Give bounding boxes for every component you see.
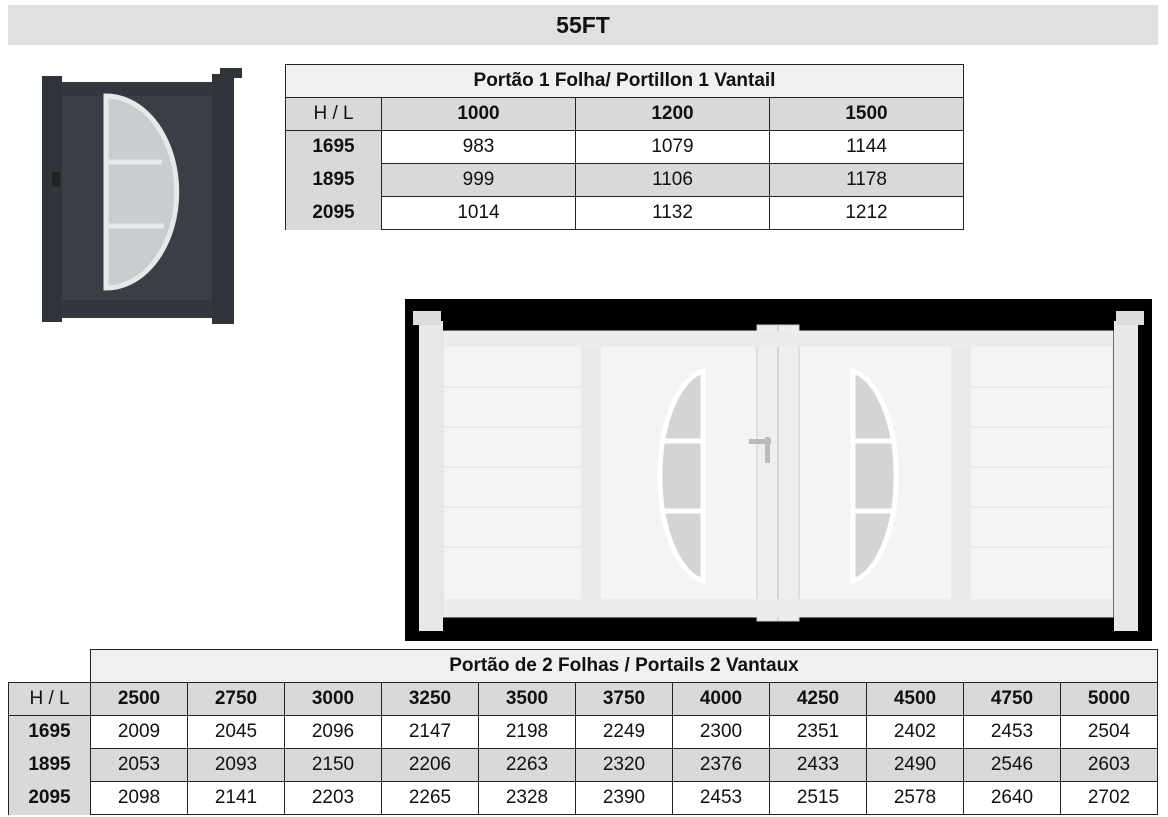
column-header: 4750 bbox=[963, 682, 1061, 716]
double-gate-price-table: Portão de 2 Folhas / Portails 2 Vantaux H… bbox=[8, 649, 1158, 815]
row-header: 1895 bbox=[285, 163, 382, 197]
table-cell: 2453 bbox=[963, 715, 1061, 749]
table-row: 1695 2009 2045 2096 2147 2198 2249 2300 2351 2402… bbox=[8, 715, 1158, 749]
caption-row: Portão 1 Folha/ Portillon 1 Vantail bbox=[285, 64, 964, 98]
column-header: 3750 bbox=[575, 682, 673, 716]
table-cell: 2249 bbox=[575, 715, 673, 749]
header-row: H / L 2500 2750 3000 3250 3500 3750 4000 4250 450… bbox=[8, 682, 1158, 716]
table-cell: 2320 bbox=[575, 748, 673, 782]
table-cell: 1144 bbox=[769, 130, 964, 164]
column-header: 3000 bbox=[284, 682, 382, 716]
column-header: 2750 bbox=[187, 682, 285, 716]
caption-row: Portão de 2 Folhas / Portails 2 Vantaux bbox=[8, 649, 1158, 683]
table-cell: 2150 bbox=[284, 748, 382, 782]
table-caption: Portão de 2 Folhas / Portails 2 Vantaux bbox=[90, 649, 1158, 683]
row-header: 1895 bbox=[8, 748, 91, 782]
table-cell: 2198 bbox=[478, 715, 576, 749]
column-header: 4000 bbox=[672, 682, 770, 716]
row-header: 2095 bbox=[8, 781, 91, 815]
corner-label: H / L bbox=[285, 97, 382, 131]
table-cell: 2328 bbox=[478, 781, 576, 815]
table-cell: 1079 bbox=[575, 130, 770, 164]
table-cell: 2390 bbox=[575, 781, 673, 815]
table-cell: 983 bbox=[381, 130, 576, 164]
column-header: 1500 bbox=[769, 97, 964, 131]
column-header: 2500 bbox=[90, 682, 188, 716]
column-header: 1000 bbox=[381, 97, 576, 131]
table-cell: 2203 bbox=[284, 781, 382, 815]
table-cell: 2045 bbox=[187, 715, 285, 749]
double-gate-image bbox=[405, 299, 1152, 641]
table-cell: 2504 bbox=[1060, 715, 1158, 749]
table-caption: Portão 1 Folha/ Portillon 1 Vantail bbox=[285, 64, 964, 98]
table-cell: 2300 bbox=[672, 715, 770, 749]
table-cell: 2009 bbox=[90, 715, 188, 749]
table-cell: 2490 bbox=[866, 748, 964, 782]
table-row: 1895 999 1106 1178 bbox=[285, 163, 964, 197]
table-row: 1895 2053 2093 2150 2206 2263 2320 2376 2433 2490… bbox=[8, 748, 1158, 782]
table-cell: 2402 bbox=[866, 715, 964, 749]
column-header: 4500 bbox=[866, 682, 964, 716]
table-cell: 2640 bbox=[963, 781, 1061, 815]
table-row: 2095 1014 1132 1212 bbox=[285, 196, 964, 230]
table-cell: 1212 bbox=[769, 196, 964, 230]
table-row: 2095 2098 2141 2203 2265 2328 2390 2453 2515 2578… bbox=[8, 781, 1158, 815]
table-cell: 999 bbox=[381, 163, 576, 197]
table-cell: 2053 bbox=[90, 748, 188, 782]
table-cell: 2376 bbox=[672, 748, 770, 782]
table-cell: 2546 bbox=[963, 748, 1061, 782]
row-header: 1695 bbox=[8, 715, 91, 749]
table-cell: 2578 bbox=[866, 781, 964, 815]
table-cell: 2147 bbox=[381, 715, 479, 749]
table-cell: 2515 bbox=[769, 781, 867, 815]
header-row: H / L 1000 1200 1500 bbox=[285, 97, 964, 131]
table-cell: 1178 bbox=[769, 163, 964, 197]
column-header: 5000 bbox=[1060, 682, 1158, 716]
table-cell: 2093 bbox=[187, 748, 285, 782]
single-gate-price-table: Portão 1 Folha/ Portillon 1 Vantail H / L… bbox=[285, 64, 964, 230]
table-cell: 1014 bbox=[381, 196, 576, 230]
table-cell: 2603 bbox=[1060, 748, 1158, 782]
table-cell: 1106 bbox=[575, 163, 770, 197]
blank-cell bbox=[8, 649, 91, 683]
table-cell: 2265 bbox=[381, 781, 479, 815]
corner-label: H / L bbox=[8, 682, 91, 716]
column-header: 1200 bbox=[575, 97, 770, 131]
single-gate-image bbox=[42, 68, 242, 324]
table-cell: 2702 bbox=[1060, 781, 1158, 815]
table-cell: 1132 bbox=[575, 196, 770, 230]
table-cell: 2141 bbox=[187, 781, 285, 815]
table-cell: 2206 bbox=[381, 748, 479, 782]
column-header: 3500 bbox=[478, 682, 576, 716]
table-cell: 2263 bbox=[478, 748, 576, 782]
table-row: 1695 983 1079 1144 bbox=[285, 130, 964, 164]
table-cell: 2351 bbox=[769, 715, 867, 749]
table-cell: 2453 bbox=[672, 781, 770, 815]
column-header: 3250 bbox=[381, 682, 479, 716]
row-header: 1695 bbox=[285, 130, 382, 164]
table-cell: 2096 bbox=[284, 715, 382, 749]
row-header: 2095 bbox=[285, 196, 382, 230]
table-cell: 2098 bbox=[90, 781, 188, 815]
column-header: 4250 bbox=[769, 682, 867, 716]
table-cell: 2433 bbox=[769, 748, 867, 782]
page-title: 55FT bbox=[8, 5, 1158, 45]
